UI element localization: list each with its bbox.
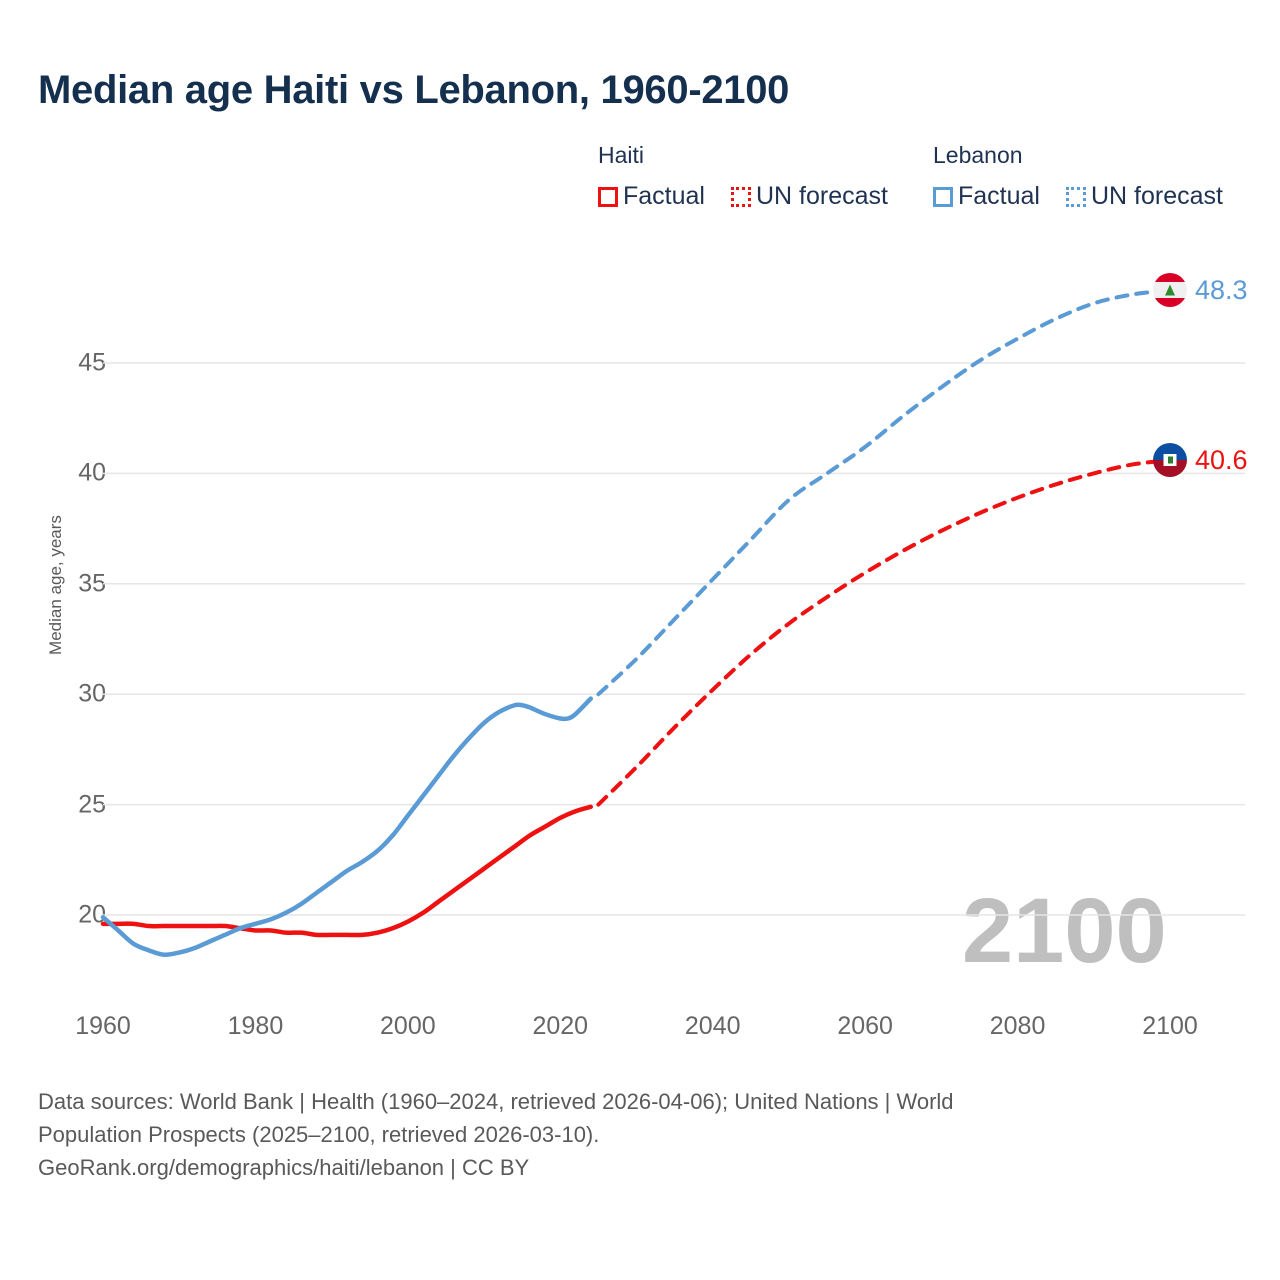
legend-swatch-solid-icon — [933, 186, 953, 207]
chart-legend: Haiti Factual UN forecast Lebanon Factua… — [598, 142, 1258, 226]
footer-line-3: GeoRank.org/demographics/haiti/lebanon |… — [38, 1155, 530, 1180]
y-tick-label: 25 — [78, 790, 106, 819]
legend-group-lebanon: Lebanon Factual UN forecast — [933, 142, 1223, 211]
endpoint-value-lebanon: 48.3 — [1195, 274, 1248, 305]
legend-group-haiti: Haiti Factual UN forecast — [598, 142, 888, 211]
x-tick-label: 2020 — [532, 1012, 589, 1040]
x-tick-label: 2080 — [989, 1012, 1046, 1040]
year-watermark: 2100 — [962, 880, 1167, 982]
x-tick-label: 2100 — [1142, 1012, 1198, 1040]
legend-country-lebanon: Lebanon — [933, 142, 1023, 168]
footer-line-2: Population Prospects (2025–2100, retriev… — [38, 1122, 600, 1147]
page-title: Median age Haiti vs Lebanon, 1960-2100 — [38, 68, 790, 112]
chart-plot — [100, 288, 1245, 958]
y-tick-label: 40 — [78, 458, 106, 487]
legend-label-lebanon-factual: Factual — [958, 182, 1040, 210]
plot-area: Median age, years 20 25 30 35 40 45 1960 1980 2… — [0, 0, 1280, 1060]
legend-item-haiti-factual[interactable]: Factual — [598, 182, 705, 211]
legend-swatch-solid-icon — [598, 186, 618, 207]
x-tick-label: 2000 — [380, 1012, 436, 1040]
series-line-lebanon-factual — [100, 696, 594, 958]
footer-sources: Data sources: World Bank | Health (1960–… — [38, 1085, 1218, 1184]
x-tick-label: 1960 — [75, 1012, 131, 1040]
haiti-flag-icon — [1153, 443, 1187, 478]
x-tick-label: 2060 — [837, 1012, 893, 1040]
y-tick-label: 30 — [78, 679, 106, 708]
legend-label-haiti-forecast: UN forecast — [755, 182, 888, 210]
series-line-haiti-factual — [100, 804, 594, 938]
legend-label-haiti-factual: Factual — [623, 182, 705, 210]
footer-line-1: Data sources: World Bank | Health (1960–… — [38, 1089, 954, 1114]
y-tick-label: 35 — [78, 569, 106, 598]
legend-item-haiti-forecast[interactable]: UN forecast — [730, 182, 888, 211]
legend-swatch-dotted-icon — [1065, 186, 1086, 207]
legend-label-lebanon-forecast: UN forecast — [1090, 182, 1223, 210]
lebanon-flag-icon — [1153, 273, 1187, 308]
legend-swatch-dotted-icon — [730, 186, 751, 207]
x-tick-label: 1980 — [227, 1012, 284, 1040]
legend-item-lebanon-forecast[interactable]: UN forecast — [1065, 182, 1223, 211]
y-tick-label: 45 — [78, 348, 106, 377]
x-tick-label: 2040 — [684, 1012, 741, 1040]
legend-country-haiti: Haiti — [598, 142, 645, 168]
legend-item-lebanon-factual[interactable]: Factual — [933, 182, 1040, 211]
endpoint-marker-lebanon[interactable]: 48.3 — [1153, 273, 1248, 308]
series-line-haiti-forecast — [596, 458, 1172, 807]
series-line-lebanon-forecast — [596, 288, 1172, 697]
endpoint-marker-haiti[interactable]: 40.6 — [1153, 443, 1248, 478]
endpoint-value-haiti: 40.6 — [1195, 444, 1248, 475]
